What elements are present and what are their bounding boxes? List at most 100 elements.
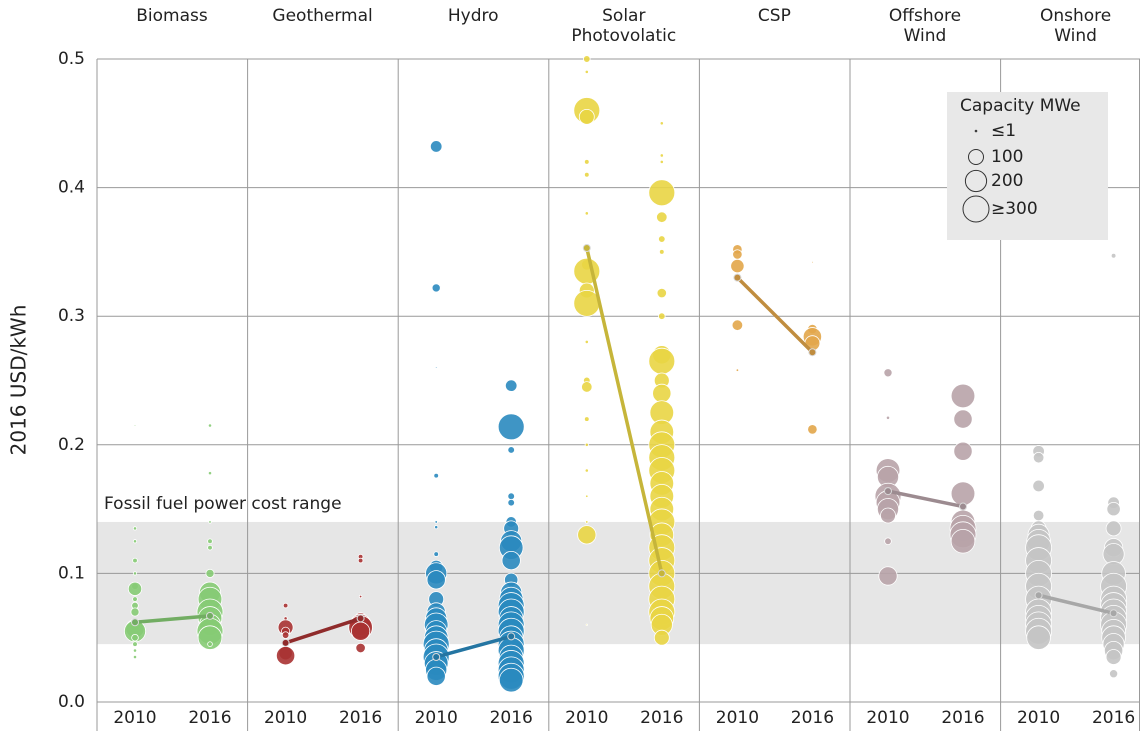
x-tick-label: 2010 [866, 708, 909, 728]
y-tick-label: 0.4 [58, 178, 85, 198]
bubble [584, 468, 589, 473]
bubble [584, 159, 590, 165]
bubble [1110, 252, 1117, 259]
bubble [648, 347, 676, 375]
legend-label: 100 [991, 147, 1023, 167]
bubble [730, 258, 745, 274]
x-tick-label: 2010 [1017, 708, 1060, 728]
legend-title: Capacity MWe [960, 96, 1081, 116]
bubble [504, 379, 518, 392]
bubble [584, 416, 590, 422]
bubble [585, 494, 589, 498]
legend-bubble [967, 148, 985, 166]
bubble [950, 481, 976, 506]
bubble [659, 249, 665, 255]
legend-label: ≥300 [991, 199, 1038, 219]
bubble [735, 368, 740, 372]
bubble [656, 287, 667, 299]
bubble [1105, 649, 1122, 665]
bubble [205, 568, 215, 578]
x-tick-label: 2016 [640, 708, 683, 728]
bubble [433, 551, 439, 557]
bubble [880, 507, 896, 524]
bubble [429, 140, 443, 153]
bubble [584, 69, 589, 74]
bubble [584, 211, 589, 216]
x-tick-label: 2010 [264, 708, 307, 728]
bubble [431, 283, 441, 293]
bubble [426, 666, 446, 686]
bubble [807, 424, 818, 435]
average-dot [959, 502, 967, 511]
x-tick-label: 2016 [188, 708, 231, 728]
bubble [950, 383, 976, 409]
x-tick-label: 2016 [339, 708, 382, 728]
bubble [132, 539, 138, 544]
y-tick-label: 0.1 [58, 563, 85, 583]
bubble [281, 631, 290, 639]
legend-label: ≤1 [991, 121, 1016, 141]
bubble [1032, 509, 1045, 522]
column-header: Hydro [447, 6, 499, 26]
average-dot [733, 273, 742, 282]
legend-bubble [974, 129, 978, 133]
bubble [207, 641, 213, 647]
bubble [652, 383, 672, 403]
bubble [953, 441, 973, 461]
bubble [282, 602, 289, 609]
bubble [1106, 501, 1121, 517]
fossil-band [97, 521, 1140, 645]
average-line [1038, 593, 1115, 615]
bubble [434, 525, 439, 530]
bubble [653, 629, 670, 646]
average-dot [657, 569, 666, 578]
average-dot [884, 487, 892, 496]
bubble [207, 423, 213, 428]
bubble [497, 413, 525, 441]
bubble [133, 424, 137, 427]
column-header: CSP [757, 6, 791, 26]
bubble [885, 415, 891, 420]
bubble [950, 528, 976, 554]
bubble [207, 471, 213, 476]
bubble [656, 211, 668, 223]
bubble [276, 646, 296, 666]
column-header: Biomass [136, 6, 208, 26]
average-dot [281, 638, 290, 647]
bubble [434, 520, 438, 524]
bubble [1032, 451, 1045, 464]
average-dot [582, 244, 591, 253]
bubble [1026, 625, 1051, 650]
bubble [577, 525, 597, 545]
column-header: Offshore Wind [888, 6, 962, 46]
bubble [132, 557, 138, 564]
y-tick-label: 0.0 [58, 692, 85, 712]
bubble [583, 55, 591, 63]
bubble [132, 571, 138, 576]
average-dot [507, 632, 516, 641]
bubble [208, 520, 212, 524]
y-tick-label: 0.5 [58, 49, 85, 69]
x-tick-label: 2010 [113, 708, 156, 728]
bubble [584, 171, 590, 178]
x-tick-label: 2010 [716, 708, 759, 728]
bubble [357, 557, 364, 564]
x-tick-label: 2016 [490, 708, 533, 728]
bubble [731, 319, 744, 331]
legend-label: 200 [991, 171, 1023, 191]
bubble [132, 526, 138, 531]
x-tick-label: 2016 [941, 708, 984, 728]
bubble [132, 596, 138, 602]
average-line [134, 614, 211, 625]
column-header: Onshore Wind [1039, 6, 1112, 46]
bubble [507, 492, 515, 500]
bubble [130, 607, 140, 617]
average-dot [432, 652, 441, 661]
bubble [358, 594, 363, 599]
bubble [578, 108, 595, 125]
bubble [1109, 669, 1119, 679]
bubble [507, 446, 515, 454]
average-dot [1109, 609, 1118, 618]
